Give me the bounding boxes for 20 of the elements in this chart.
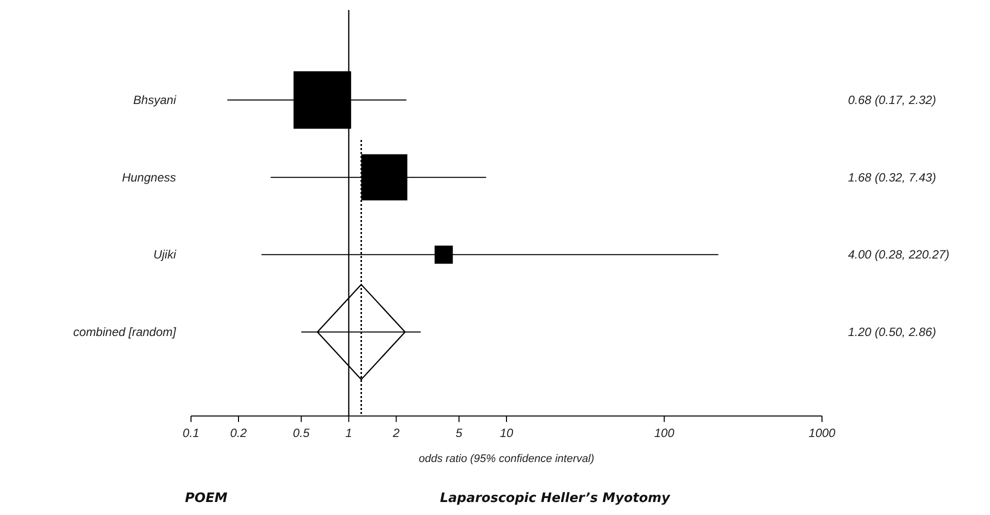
y-tick-label: Hungness — [122, 170, 176, 184]
y-tick-label: Ujiki — [153, 248, 176, 262]
y-tick-label: Bhsyani — [133, 93, 176, 107]
x-tick-label: 5 — [456, 426, 463, 440]
x-axis-title: odds ratio (95% confidence interval) — [418, 453, 595, 465]
x-tick-label: 0.2 — [230, 426, 248, 440]
text: 0.68 (0.17, 2.32) — [848, 93, 936, 107]
text: 1.68 (0.32, 7.43) — [848, 170, 936, 184]
x-tick-label: 1000 — [808, 426, 836, 440]
x-tick-label: 0.5 — [292, 426, 310, 440]
x-tick-label: 2 — [392, 426, 400, 440]
text: POEM — [185, 491, 228, 506]
x-tick-label: 1 — [345, 426, 352, 440]
x-tick-label: 100 — [654, 426, 675, 440]
y-tick-label: combined [random] — [73, 325, 177, 339]
text: 1.20 (0.50, 2.86) — [848, 325, 936, 339]
x-tick-label: 10 — [500, 426, 514, 440]
text: 4.00 (0.28, 220.27) — [848, 248, 950, 262]
x-tick-label: 0.1 — [182, 426, 200, 440]
text: Laparoscopic Heller’s Myotomy — [440, 491, 670, 506]
